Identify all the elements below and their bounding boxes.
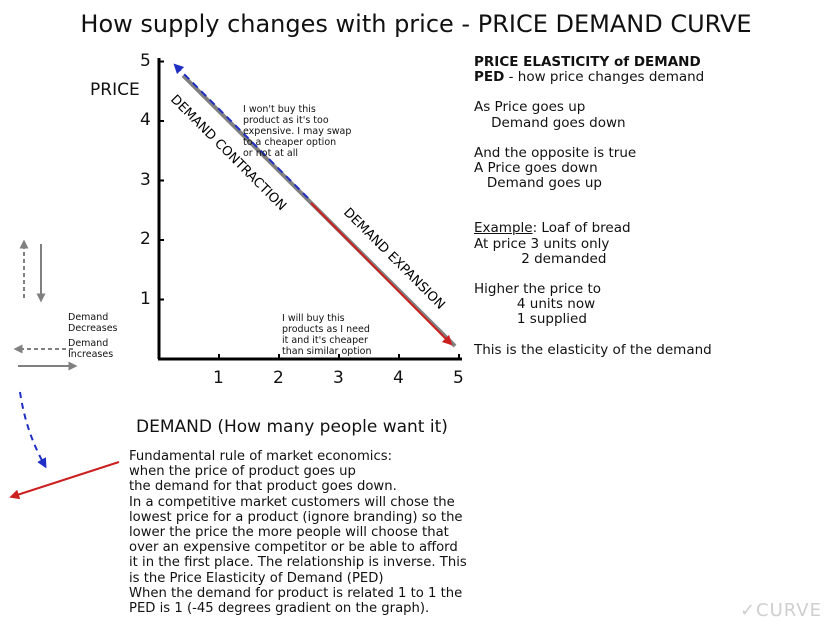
- x-tick-marks: [218, 354, 460, 359]
- explanation-text: Fundamental rule of market economics: whe…: [129, 449, 467, 617]
- page-title: How supply changes with price - PRICE DE…: [80, 10, 752, 38]
- text-line: This is the elasticity of the demand: [474, 341, 712, 358]
- note-expensive: I won't buy this product as it's too expen…: [243, 104, 352, 159]
- ped-definition: PED - how price changes demand: [474, 69, 705, 86]
- y-tick-label: 2: [140, 229, 151, 249]
- text-line: 1 supplied: [474, 311, 587, 328]
- curve-logo: ✓CURVE: [739, 600, 822, 621]
- legend-decreases: Demand Decreases: [68, 312, 118, 334]
- example-line: Example: Loaf of bread: [474, 220, 631, 237]
- ped-side-panel: PRICE ELASTICITY of DEMAND PED - how pri…: [474, 54, 824, 358]
- text-line: Higher the price to: [474, 281, 602, 298]
- legend-increases: Demand Increases: [68, 338, 114, 360]
- text-line: Demand goes down: [474, 114, 626, 131]
- text-line: At price 3 units only: [474, 235, 610, 252]
- text-line: And the opposite is true: [474, 144, 637, 161]
- text-line: As Price goes up: [474, 99, 586, 116]
- x-tick-label: 1: [213, 368, 224, 388]
- note-cheaper: I will buy this products as I need it and …: [282, 313, 372, 357]
- x-tick-label: 2: [273, 368, 284, 388]
- y-tick-label: 3: [140, 169, 151, 190]
- y-tick-label: 4: [140, 110, 151, 130]
- y-axis-label: PRICE: [90, 80, 140, 100]
- curved-blue-arrow: [19, 391, 47, 469]
- x-axis-label: DEMAND (How many people want it): [136, 417, 448, 437]
- text-line: Demand goes up: [474, 175, 602, 192]
- y-tick-marks: [159, 60, 164, 301]
- red-diagonal-arrow: [9, 461, 120, 500]
- y-tick-label: 1: [140, 288, 151, 309]
- x-tick-label: 4: [393, 368, 404, 388]
- text-line: 2 demanded: [474, 250, 607, 267]
- text-line: A Price goes down: [474, 160, 598, 177]
- contraction-arrow: [173, 63, 309, 199]
- ped-heading: PRICE ELASTICITY of DEMAND: [474, 54, 701, 70]
- expansion-arrow: [310, 202, 453, 346]
- x-tick-label: 3: [333, 368, 344, 388]
- text-line: 4 units now: [474, 296, 596, 313]
- y-tick-label: 5: [140, 50, 151, 71]
- x-tick-label: 5: [453, 368, 464, 388]
